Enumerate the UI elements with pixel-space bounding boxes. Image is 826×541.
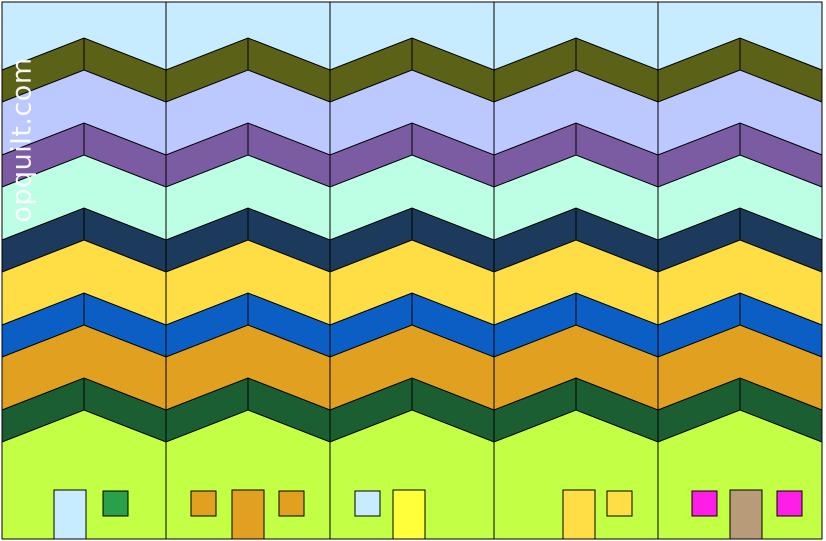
house-5-window <box>776 490 803 517</box>
house-2-window <box>190 490 217 517</box>
house-2-window <box>278 490 305 517</box>
house-1-window <box>102 490 129 517</box>
house-5-door <box>729 489 763 540</box>
house-4-window <box>606 490 633 517</box>
house-3-door <box>392 489 426 540</box>
house-3-window <box>354 490 381 517</box>
house-5-window <box>691 490 718 517</box>
house-2-door <box>231 489 265 540</box>
house-1-door <box>53 489 87 540</box>
house-4-door <box>562 489 596 540</box>
watermark-text: opquilt.com <box>6 57 38 223</box>
